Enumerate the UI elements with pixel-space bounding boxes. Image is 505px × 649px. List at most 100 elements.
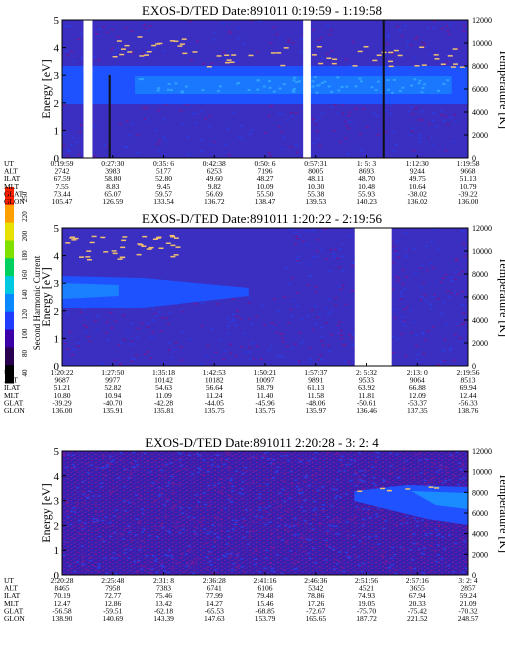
info-row-label: MLT — [4, 391, 20, 400]
spectrogram-cell — [224, 460, 228, 462]
spectrogram-cell — [403, 306, 407, 308]
temperature-mark — [87, 259, 92, 261]
info-cell: 10.79 — [460, 182, 477, 191]
spectrogram-cell — [177, 500, 181, 503]
spectrogram-cell — [347, 361, 351, 363]
spectrogram-cell — [272, 26, 276, 29]
spectrogram-cell — [318, 522, 322, 524]
spectrogram-cell — [291, 277, 295, 279]
spectrogram-cell — [191, 563, 195, 565]
spectrogram-cell — [97, 563, 101, 565]
temperature-mark — [112, 56, 118, 58]
spectrogram-cell — [437, 554, 441, 556]
spectrogram-cell — [442, 120, 446, 122]
spectrogram-cell — [443, 548, 447, 550]
spectrogram-cell — [435, 560, 439, 563]
spectrogram-cell — [280, 572, 284, 575]
spectrogram-cell — [360, 479, 364, 482]
temperature-mark — [91, 235, 97, 238]
spectrogram-cell — [299, 506, 303, 508]
spectrogram-cell — [196, 453, 200, 455]
spectrogram-cell — [280, 455, 284, 457]
spectrogram-cell — [70, 144, 74, 146]
spectrogram-cell — [85, 462, 89, 465]
spectrogram-cell — [347, 234, 351, 237]
spectrogram-cell — [308, 530, 312, 532]
spectrogram-cell — [424, 532, 428, 535]
spectrogram-cell — [385, 43, 389, 45]
spectrogram-cell — [151, 331, 155, 334]
temperature-mark — [157, 42, 163, 45]
spectrogram-cell — [341, 255, 345, 258]
spectrogram-cell — [395, 337, 399, 340]
spectrogram-cell — [296, 533, 300, 536]
panel-2-title: EXOS-D/TED Date:891011 1:20:22 - 2:19:56 — [142, 211, 382, 226]
spectrogram-cell — [89, 560, 93, 562]
spectrogram-cell — [286, 119, 290, 121]
spectrogram-cell — [213, 484, 217, 486]
spectrogram-cell — [347, 114, 351, 117]
spectrogram-cell — [365, 126, 369, 129]
spectrogram-cell — [287, 39, 291, 41]
spectrogram-cell — [226, 317, 230, 319]
spectrogram-cell — [316, 138, 320, 141]
spectrogram-cell — [375, 451, 379, 453]
spectrogram-cell — [143, 353, 147, 356]
spectrogram-cell — [313, 513, 317, 516]
spectrogram-cell — [164, 554, 168, 556]
spectrogram-cell — [191, 560, 195, 563]
y2-tick-label: 0 — [472, 362, 476, 371]
spectrogram-cell — [297, 234, 301, 236]
spectrogram-cell — [308, 539, 312, 541]
y-axis-label: Energy [eV] — [39, 267, 53, 326]
spectrogram-cell — [361, 108, 365, 110]
spectrogram-cell — [113, 65, 117, 67]
spectrogram-cell — [327, 350, 331, 353]
y2-tick-label: 12000 — [472, 224, 492, 233]
spectrogram-cell — [319, 249, 323, 251]
y-tick-label: 2 — [54, 98, 60, 110]
info-cell: -39.29 — [52, 398, 72, 407]
spectrogram-cell — [409, 549, 413, 551]
spectrogram-cell — [321, 344, 325, 347]
spectrogram-cell — [295, 360, 299, 363]
spectrogram-cell — [177, 483, 181, 486]
spectrogram-cell — [460, 323, 464, 326]
spectrogram-cell — [445, 25, 449, 27]
spectrogram-cell — [174, 531, 178, 534]
info-cell: 21.09 — [460, 599, 477, 608]
info-cell: -56.33 — [458, 398, 478, 407]
spectrogram-cell — [318, 145, 322, 147]
spectrogram-cell — [140, 23, 144, 25]
energy-band-cell — [436, 89, 440, 92]
spectrogram-cell — [278, 492, 282, 494]
temperature-mark — [276, 52, 282, 54]
energy-band-cell — [291, 89, 295, 92]
spectrogram-cell — [227, 325, 231, 327]
spectrogram-cell — [350, 290, 354, 292]
spectrogram-cell — [254, 563, 258, 566]
spectrogram-cell — [82, 556, 86, 558]
spectrogram-cell — [92, 564, 95, 566]
info-cell: 135.75 — [204, 406, 225, 415]
spectrogram-cell — [62, 453, 65, 455]
info-row-label: ILAT — [4, 383, 21, 392]
spectrogram-cell — [219, 518, 223, 520]
spectrogram-cell — [231, 318, 235, 320]
spectrogram-cell — [109, 311, 113, 314]
energy-band-cell — [420, 91, 424, 94]
spectrogram-cell — [353, 459, 357, 462]
spectrogram-cell — [101, 519, 105, 522]
spectrogram-cell — [328, 33, 332, 36]
spectrogram-cell — [160, 469, 164, 472]
spectrogram-cell — [92, 125, 96, 127]
spectrogram-cell — [101, 455, 105, 457]
spectrogram-cell — [345, 530, 349, 532]
spectrogram-cell — [440, 557, 444, 560]
y2-tick-label: 4000 — [472, 316, 488, 325]
spectrogram-cell — [208, 115, 212, 117]
spectrogram-cell — [216, 517, 220, 520]
info-cell: 0:57:31 — [304, 159, 327, 168]
spectrogram-cell — [258, 519, 262, 521]
spectrogram-cell — [449, 349, 453, 351]
